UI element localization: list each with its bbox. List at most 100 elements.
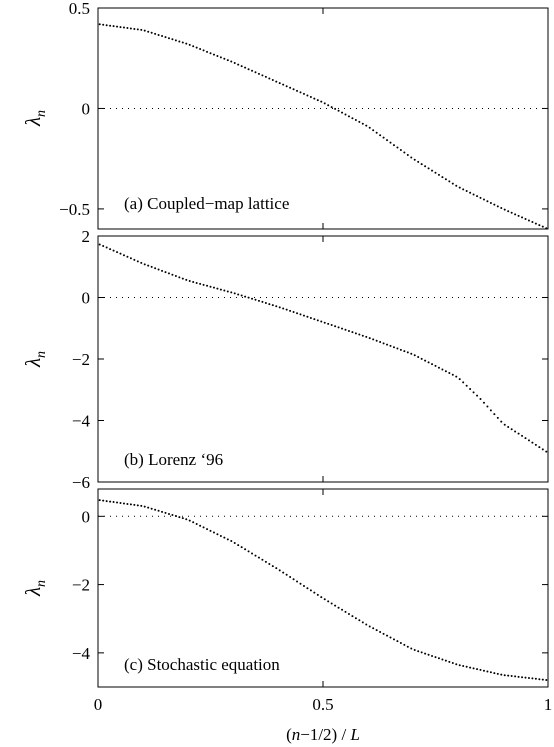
data-point <box>157 33 160 36</box>
data-point <box>219 288 222 291</box>
data-point <box>171 273 174 276</box>
data-point <box>147 264 150 267</box>
data-point <box>403 350 406 353</box>
data-point <box>396 640 399 643</box>
data-point <box>264 75 267 78</box>
data-point <box>458 186 461 189</box>
data-point <box>199 48 202 51</box>
data-point <box>337 606 340 609</box>
data-point <box>337 109 340 112</box>
data-point <box>382 632 385 635</box>
data-point <box>122 502 125 505</box>
data-point <box>251 69 254 72</box>
data-point <box>271 79 274 82</box>
data-point <box>538 446 541 449</box>
data-point <box>451 662 454 665</box>
data-point <box>292 311 295 314</box>
data-point <box>545 227 548 230</box>
data-point <box>379 134 382 137</box>
data-point <box>375 339 378 342</box>
svg-text:λn: λn <box>21 110 49 127</box>
data-point <box>164 511 167 514</box>
data-point <box>209 285 212 288</box>
data-point <box>320 596 323 599</box>
data-point <box>451 182 454 185</box>
data-point <box>389 636 392 639</box>
panel-a-ylabel: λn <box>21 110 49 127</box>
data-point <box>507 210 510 213</box>
data-point <box>226 59 229 62</box>
data-point <box>181 517 184 520</box>
data-point <box>396 146 399 149</box>
data-point <box>278 306 281 309</box>
data-point <box>316 319 319 322</box>
data-point <box>309 589 312 592</box>
data-point <box>486 405 489 408</box>
data-point <box>361 621 364 624</box>
panel-c-ticks: −4 −2 0 0 0.5 1 <box>72 489 552 714</box>
data-point <box>212 53 215 56</box>
data-point <box>122 26 125 29</box>
data-point <box>424 652 427 655</box>
data-point <box>437 657 440 660</box>
data-point <box>126 502 129 505</box>
data-point <box>161 269 164 272</box>
data-point <box>119 26 122 29</box>
data-point <box>212 286 215 289</box>
data-point <box>185 518 188 521</box>
data-point <box>514 675 517 678</box>
data-point <box>147 30 150 33</box>
data-point <box>424 165 427 168</box>
data-point <box>230 60 233 63</box>
data-point <box>119 501 122 504</box>
data-point <box>392 144 395 147</box>
data-point <box>302 92 305 95</box>
data-point <box>531 221 534 224</box>
data-point <box>482 669 485 672</box>
data-point <box>413 649 416 652</box>
data-point <box>410 156 413 159</box>
data-point <box>358 120 361 123</box>
y-tick-label: −2 <box>72 350 90 369</box>
x-axis-label: (n−1/2) / L <box>286 725 360 744</box>
data-point <box>444 370 447 373</box>
data-point <box>216 54 219 57</box>
data-point <box>209 52 212 55</box>
data-point <box>406 351 409 354</box>
data-point <box>503 674 506 677</box>
data-point <box>271 304 274 307</box>
y-tick-label: −0.5 <box>59 200 90 219</box>
data-point <box>482 401 485 404</box>
data-point <box>174 515 177 518</box>
data-point <box>154 267 157 270</box>
data-point <box>493 672 496 675</box>
data-point <box>500 207 503 210</box>
data-point <box>199 282 202 285</box>
data-point <box>202 283 205 286</box>
data-point <box>458 378 461 381</box>
data-point <box>289 309 292 312</box>
data-point <box>341 111 344 114</box>
data-point <box>136 260 139 263</box>
data-point <box>486 670 489 673</box>
data-point <box>129 27 132 30</box>
data-point <box>534 443 537 446</box>
svg-text:λn: λn <box>21 351 49 368</box>
data-point <box>372 129 375 132</box>
data-point <box>143 505 146 508</box>
data-point <box>195 281 198 284</box>
data-point <box>507 425 510 428</box>
data-point <box>434 364 437 367</box>
data-point <box>257 299 260 302</box>
data-point <box>372 338 375 341</box>
data-point <box>368 126 371 129</box>
data-point <box>167 272 170 275</box>
data-point <box>133 27 136 30</box>
data-point <box>417 356 420 359</box>
data-point <box>251 552 254 555</box>
data-point <box>358 333 361 336</box>
data-point <box>230 291 233 294</box>
x-tick-label: 0 <box>94 695 103 714</box>
data-point <box>209 529 212 532</box>
data-point <box>327 600 330 603</box>
